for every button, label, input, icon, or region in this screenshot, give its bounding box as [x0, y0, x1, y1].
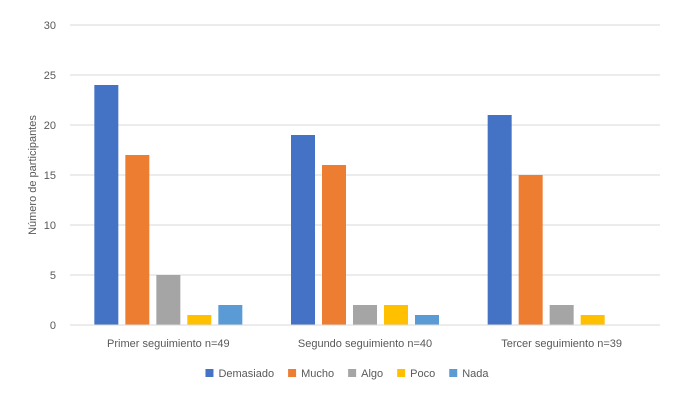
legend-label: Demasiado [218, 368, 274, 380]
bar-algo-1 [156, 275, 181, 325]
legend-swatch-demasiado [205, 369, 214, 377]
bar-mucho-3 [518, 175, 543, 325]
gridlines [70, 24, 660, 276]
y-tick-label: 25 [44, 70, 56, 82]
y-tick-label: 30 [44, 20, 56, 32]
legend: Demasiado Mucho Algo Poco Nada [205, 368, 489, 380]
bar-nada-1 [218, 305, 243, 325]
legend-swatch-nada [449, 369, 458, 377]
bar-nada-2 [415, 315, 439, 325]
legend-label: Algo [361, 368, 383, 380]
bars [94, 85, 605, 325]
bar-algo-2 [353, 305, 377, 325]
x-tick-label: Segundo seguimiento n=40 [298, 338, 432, 350]
x-tick-label: Primer seguimiento n=49 [107, 338, 230, 350]
bar-poco-3 [580, 315, 605, 325]
bar-mucho-2 [322, 165, 346, 325]
legend-label: Mucho [301, 368, 334, 380]
bar-poco-2 [384, 305, 408, 325]
y-tick-label: 20 [44, 120, 56, 132]
y-axis-label: Número de participantes [27, 115, 39, 235]
x-tick-label: Tercer seguimiento n=39 [501, 338, 622, 350]
legend-swatch-poco [397, 369, 406, 377]
legend-swatch-algo [348, 369, 357, 377]
y-axis-ticks: 0 5 10 15 20 25 30 [44, 20, 56, 332]
x-axis-ticks: Primer seguimiento n=49 Segundo seguimien… [107, 338, 622, 350]
bar-algo-3 [549, 305, 574, 325]
y-tick-label: 5 [50, 270, 56, 282]
legend-label: Poco [410, 368, 435, 380]
legend-label: Nada [462, 368, 489, 380]
y-tick-label: 10 [44, 220, 56, 232]
bar-mucho-1 [125, 155, 150, 325]
bar-poco-1 [187, 315, 212, 325]
y-tick-label: 0 [50, 320, 56, 332]
bar-demasiado-3 [487, 115, 512, 325]
bar-demasiado-1 [94, 85, 119, 325]
y-tick-label: 15 [44, 170, 56, 182]
legend-swatch-mucho [288, 369, 297, 377]
bar-demasiado-2 [291, 135, 315, 325]
